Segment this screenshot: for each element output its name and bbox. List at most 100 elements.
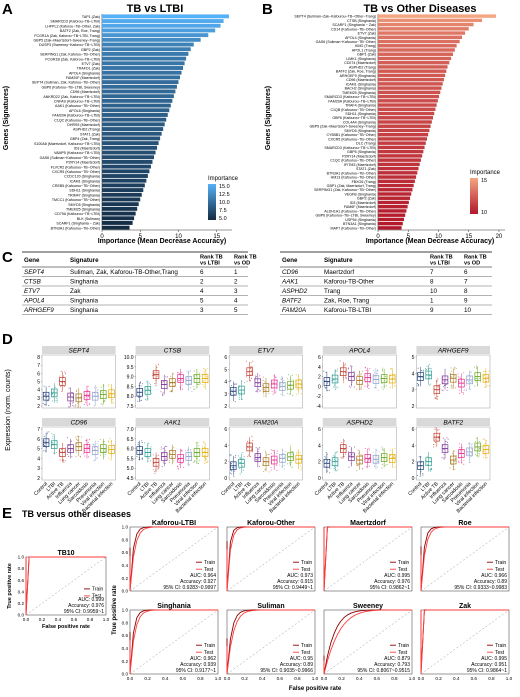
- panel-b-gene-label: GBP1 (Zak, Maertzdorf, Trang): [327, 184, 376, 188]
- jitter-point: [392, 455, 394, 457]
- jitter-point: [343, 440, 346, 442]
- jitter-point: [443, 386, 445, 388]
- jitter-point: [65, 447, 67, 449]
- jitter-point: [300, 469, 302, 471]
- jitter-point: [434, 441, 436, 444]
- jitter-point: [255, 447, 257, 449]
- jitter-point: [237, 455, 240, 457]
- jitter-point: [162, 381, 164, 383]
- panel-b-bar: [378, 158, 421, 162]
- jitter-point: [276, 469, 278, 471]
- jitter-point: [103, 440, 105, 442]
- panel-b-bar: [378, 39, 460, 44]
- jitter-point: [138, 385, 140, 387]
- jitter-point: [231, 389, 233, 391]
- jitter-point: [148, 442, 150, 444]
- group-label: LTBI: [139, 481, 151, 493]
- facet-y-tick-label: 5: [224, 367, 227, 373]
- jitter-point: [173, 447, 175, 449]
- jitter-point: [429, 367, 431, 369]
- tb10-ylabel: True positive rate: [7, 563, 13, 609]
- jitter-point: [478, 456, 480, 458]
- jitter-point: [234, 470, 236, 472]
- jitter-point: [154, 383, 156, 385]
- panel-a-gene-label: STAT1 (Zak): [80, 132, 100, 136]
- jitter-point: [170, 375, 172, 377]
- panel-a-bar: [102, 174, 148, 178]
- jitter-point: [263, 395, 265, 397]
- panel-b-gene-label: FAM6F (Maertzdorf): [344, 205, 376, 209]
- jitter-point: [85, 399, 87, 402]
- jitter-point: [283, 382, 285, 384]
- group-label: LTBI: [45, 481, 57, 493]
- panel-b-bar: [378, 60, 450, 65]
- jitter-point: [374, 387, 376, 389]
- jitter-point: [93, 446, 96, 449]
- panel-b-bar: [378, 213, 406, 217]
- jitter-point: [323, 370, 325, 372]
- jitter-point: [462, 391, 464, 394]
- jitter-point: [333, 459, 335, 461]
- jitter-point: [189, 371, 191, 373]
- jitter-point: [238, 398, 240, 401]
- panel-a-bar: [102, 42, 194, 47]
- jitter-point: [181, 463, 183, 465]
- table-cell: ASPHD2: [281, 288, 308, 295]
- jitter-point: [194, 388, 196, 390]
- facet-y-tick-label: 4: [224, 380, 227, 386]
- jitter-point: [112, 401, 114, 403]
- panel-a-x-tick-label: 15: [213, 234, 220, 240]
- roc-legend-test: Test: [92, 594, 102, 600]
- roc-y-tick-label: 0.6: [122, 550, 129, 555]
- roc-legend-test: Test: [495, 650, 505, 656]
- jitter-point: [43, 404, 45, 406]
- panel-a-bar: [102, 183, 145, 188]
- panel-b-gene-label: COL4A4 (Singhania): [343, 120, 376, 124]
- jitter-point: [146, 444, 148, 446]
- jitter-point: [336, 381, 338, 383]
- jitter-point: [162, 393, 164, 395]
- jitter-point: [326, 460, 328, 462]
- jitter-point: [249, 455, 251, 458]
- panel-b-bar: [378, 120, 432, 124]
- panel-a-gene-label: GBP5 (Zak~Maertzdorf~Sweeney~Trang): [34, 38, 100, 42]
- panel-b-gene-label: ALDH1A1 (Kafourou~TB~Other): [324, 209, 376, 213]
- jitter-point: [355, 388, 357, 390]
- jitter-point: [178, 463, 180, 465]
- panel-a-gene-label: FCGR1A (Zak, Kaforou~TB~LTBI, Trang): [34, 34, 100, 38]
- jitter-point: [245, 360, 247, 362]
- roc-test-curve: [129, 526, 218, 592]
- panel-e-ylabel: True positive rate: [112, 584, 118, 634]
- jitter-point: [63, 386, 65, 388]
- jitter-point: [283, 468, 285, 470]
- jitter-point: [197, 442, 199, 444]
- panel-b-gene-label: GBP1 (Zak): [357, 53, 376, 57]
- panel-a-x-tick-label: 10: [175, 234, 182, 240]
- panel-b-gene-label: ID3 (Maertzdorf): [350, 201, 376, 205]
- jitter-point: [270, 452, 272, 454]
- jitter-point: [280, 393, 282, 395]
- jitter-point: [193, 461, 195, 463]
- jitter-point: [450, 376, 452, 378]
- panel-a-gene-label: CD79A (Kafourou~TB~LTBI): [55, 212, 100, 216]
- jitter-point: [170, 456, 172, 458]
- jitter-point: [452, 388, 454, 390]
- table-cell: 6: [200, 269, 204, 276]
- panel-b-bar: [378, 48, 455, 52]
- jitter-point: [187, 448, 189, 450]
- jitter-point: [450, 367, 452, 369]
- panel-c-letter: C: [2, 249, 13, 266]
- panel-b-gene-label: SCARF1 (Singhania ~ Zak): [332, 23, 376, 27]
- facet-y-tick-label: 5: [412, 355, 415, 361]
- jitter-point: [230, 385, 232, 387]
- legend-tick-label: 15.0: [219, 184, 230, 190]
- jitter-point: [203, 442, 205, 444]
- jitter-point: [259, 375, 261, 377]
- jitter-point: [471, 443, 473, 445]
- jitter-point: [150, 446, 152, 448]
- panel-d-boxplots: D Expression (norm. counts) SEPT4 8 7 6 5 4 3 2…: [2, 331, 491, 514]
- jitter-point: [444, 368, 446, 370]
- roc-y-tick-label: 0.4: [18, 589, 25, 594]
- panel-b-bar: [378, 65, 448, 69]
- jitter-point: [465, 390, 468, 392]
